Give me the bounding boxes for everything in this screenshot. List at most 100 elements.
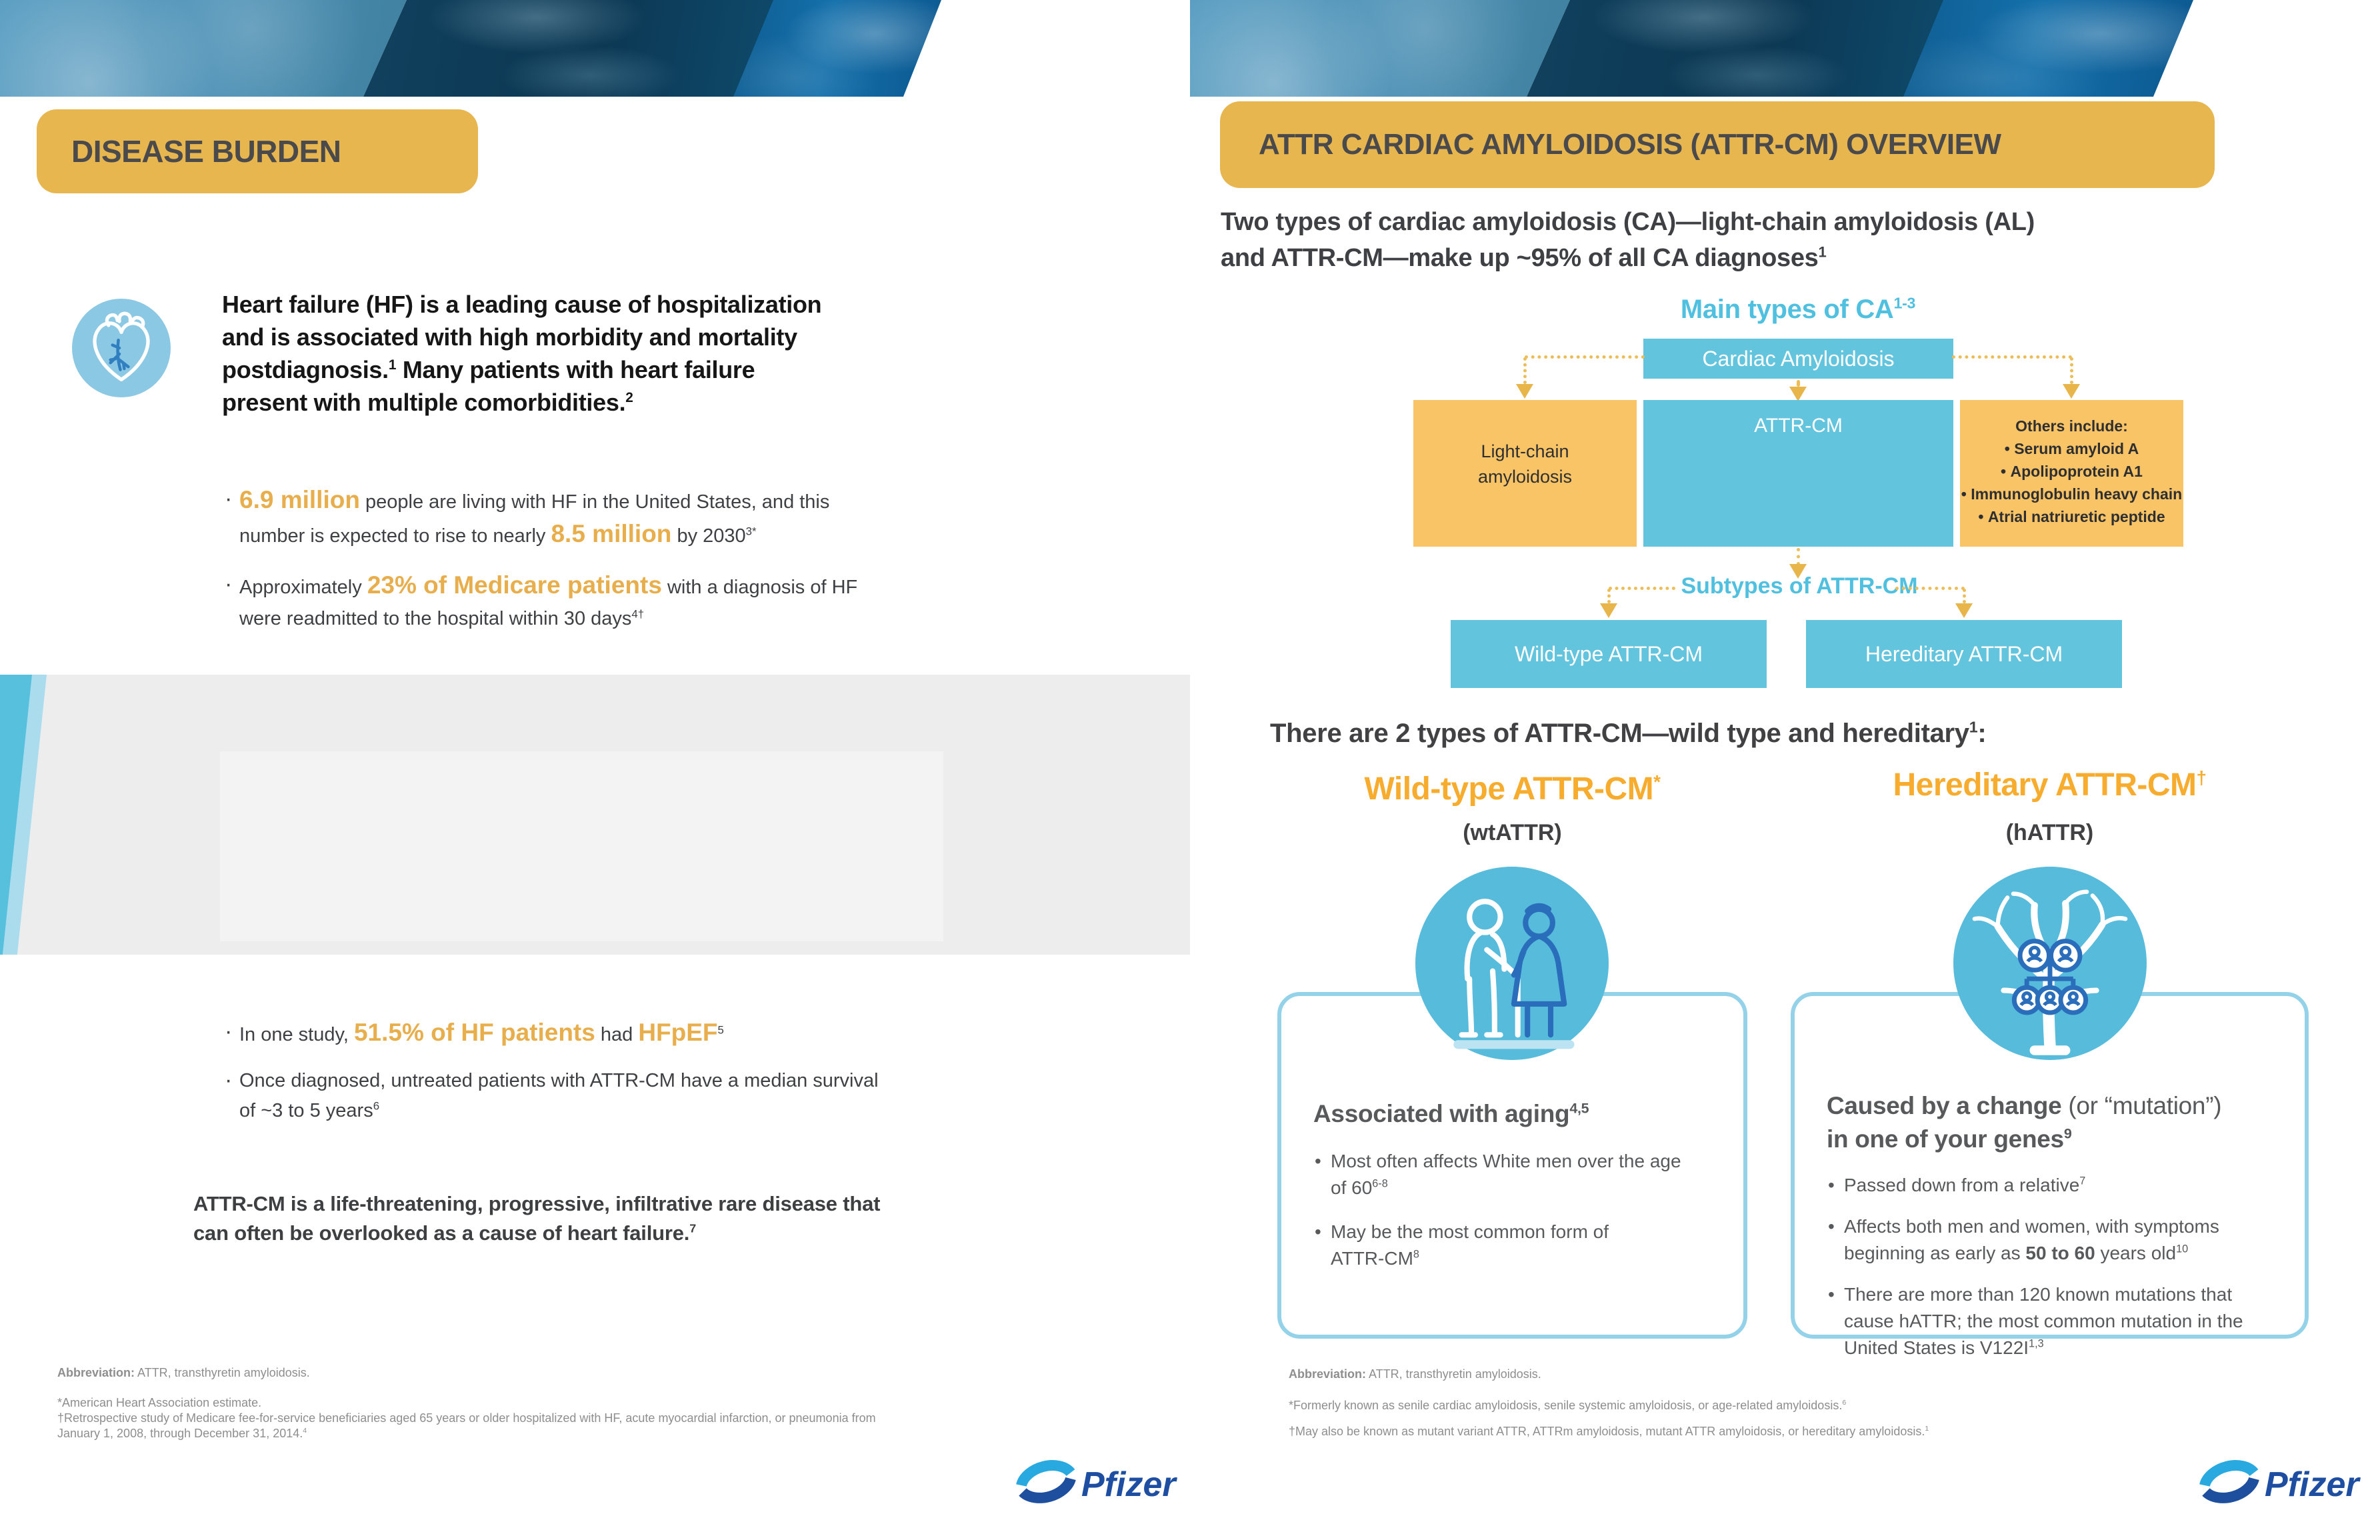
- others-item-immunoglobulin: Immunoglobulin heavy chain: [1960, 483, 2183, 505]
- intro-line-4-text: present with multiple comorbidities.: [222, 389, 626, 416]
- footnote-also-known-text: †May also be known as mutant variant ATT…: [1289, 1425, 1925, 1438]
- stat4-line-1: Once diagnosed, untreated patients with …: [239, 1070, 879, 1091]
- diagram-root-box: Cardiac Amyloidosis: [1643, 339, 1953, 379]
- wildtype-b1-line-2: of 606-8: [1331, 1175, 1717, 1201]
- hereditary-bullet-1: Passed down from a relative7: [1827, 1172, 2281, 1199]
- stat2-text-0: Approximately: [239, 577, 367, 598]
- abbreviation-label: Abbreviation:: [1289, 1367, 1367, 1381]
- ref-3-star: 3*: [745, 525, 757, 538]
- hereditary-heading-bold-2: in one of your genes: [1827, 1125, 2064, 1153]
- wildtype-bullet-1: Most often affects White men over the ag…: [1313, 1148, 1717, 1201]
- subtypes-connector-left: [1609, 587, 1675, 590]
- footnote-medicare-line-2-text: January 1, 2008, through December 31, 20…: [57, 1427, 303, 1440]
- stat-bullet-hfpef: In one study, 51.5% of HF patients had H…: [223, 1017, 1083, 1050]
- pfizer-ribbon-bottom: [1019, 1477, 1076, 1503]
- stat1-line-2: number is expected to rise to nearly 8.5…: [239, 518, 1083, 552]
- banner-photo-dark: [1527, 0, 1947, 97]
- arrow-to-wildtype-box: [1600, 603, 1617, 618]
- ref-1: 1: [1818, 243, 1827, 261]
- hereditary-bullet-2: Affects both men and women, with symptom…: [1827, 1213, 2281, 1267]
- wildtype-b1-line-1: Most often affects White men over the ag…: [1331, 1151, 1681, 1171]
- left-photo-banner: [0, 0, 941, 97]
- ref-6: 6: [373, 1099, 380, 1113]
- elderly-couple-icon: [1415, 867, 1609, 1060]
- banner-photo-dark: [363, 0, 777, 97]
- diagram-title: Main types of CA1-3: [1598, 295, 1998, 325]
- footnote-also-known: †May also be known as mutant variant ATT…: [1289, 1424, 2329, 1439]
- diagram-root-label: Cardiac Amyloidosis: [1702, 347, 1895, 371]
- ref-7: 7: [689, 1221, 696, 1235]
- others-title: Others include:: [2015, 417, 2128, 435]
- ref-1: 1: [1969, 718, 1978, 736]
- ref-1-3: 1-3: [1893, 294, 1916, 312]
- photo-placeholder-band: [0, 675, 1190, 955]
- statement-line-2: can often be overlooked as a cause of he…: [193, 1219, 1060, 1248]
- stat-bullet-hf-prevalence: 6.9 million people are living with HF in…: [223, 483, 1083, 552]
- pfizer-logo-drawing: Pfizer: [2199, 1460, 2361, 1504]
- ref-4-dagger: 4†: [631, 607, 645, 621]
- others-item-atrial-natriuretic: Atrial natriuretic peptide: [1960, 505, 2183, 528]
- intro-line-3-text-b: Many patients with heart failure: [396, 356, 755, 383]
- connector-center-vertical: [1797, 380, 1800, 387]
- stat1-text-3: by 2030: [671, 525, 746, 547]
- banner-photo-light: [1190, 0, 1570, 97]
- subtypes-vertical-right: [1963, 589, 1966, 603]
- pfizer-ribbon-top: [1016, 1460, 1075, 1487]
- others-item-apolipoprotein-a1: Apolipoprotein A1: [1960, 460, 2183, 483]
- hereditary-b2-line-2: beginning as early as 50 to 60 years old…: [1844, 1240, 2281, 1267]
- diagram-lightchain-box: Light-chain amyloidosis: [1413, 400, 1637, 547]
- right-intro-line-2-text: and ATTR-CM—make up ~95% of all CA diagn…: [1221, 244, 1819, 272]
- stat-bullets-top: 6.9 million people are living with HF in…: [223, 483, 1083, 635]
- subtypes-vertical-left: [1607, 589, 1611, 603]
- banner-photo-bright: [733, 0, 941, 97]
- stat-bullet-survival: Once diagnosed, untreated patients with …: [223, 1065, 1083, 1126]
- statement-line-1: ATTR-CM is a life-threatening, progressi…: [193, 1192, 881, 1215]
- family-tree-drawing: [1972, 889, 2128, 1055]
- intro-line-3: postdiagnosis.1 Many patients with heart…: [222, 353, 1075, 386]
- abbreviation-text: ATTR, transthyretin amyloidosis.: [1366, 1367, 1541, 1381]
- wildtype-subtype-label: Wild-type ATTR-CM: [1514, 642, 1703, 666]
- two-types-heading: There are 2 types of ATTR-CM—wild type a…: [1270, 719, 2310, 749]
- diagram-others-box: Others include: Serum amyloid A Apolipop…: [1960, 400, 2183, 547]
- ref-6-8: 6-8: [1372, 1177, 1388, 1190]
- wildtype-b2-line-2-text: ATTR-CM: [1331, 1248, 1413, 1269]
- ref-1: 1: [1925, 1425, 1929, 1433]
- attrcm-label: ATTR-CM: [1754, 415, 1843, 437]
- wildtype-b2-line-1: May be the most common form of: [1331, 1221, 1609, 1242]
- right-page: ATTR CARDIAC AMYLOIDOSIS (ATTR-CM) OVERV…: [1190, 0, 2380, 1540]
- pfizer-ribbon-bottom: [2202, 1477, 2259, 1503]
- ref-7: 7: [2079, 1175, 2086, 1187]
- stat3-line: In one study, 51.5% of HF patients had H…: [239, 1017, 1083, 1050]
- elderly-couple-drawing: [1453, 899, 1575, 1049]
- right-intro-line-2: and ATTR-CM—make up ~95% of all CA diagn…: [1221, 240, 2247, 276]
- abbreviation-line: Abbreviation: ATTR, transthyretin amyloi…: [1289, 1367, 2329, 1382]
- highlight-50-to-60: 50 to 60: [2025, 1243, 2095, 1263]
- stat2-text-2: were readmitted to the hospital within 3…: [239, 608, 632, 629]
- banner-photo-light: [0, 0, 407, 97]
- stat2-line-1: Approximately 23% of Medicare patients w…: [239, 569, 1083, 603]
- footnote-aha: *American Heart Association estimate.: [57, 1396, 262, 1409]
- ref-2: 2: [625, 390, 633, 405]
- wildtype-heading-text: Associated with aging: [1313, 1100, 1570, 1127]
- highlight-23-percent: 23% of Medicare patients: [367, 571, 662, 599]
- arrow-to-hereditary-box: [1955, 603, 1973, 618]
- stat3-text-1: had: [595, 1024, 639, 1045]
- subtypes-connector-right: [1895, 587, 1965, 590]
- hereditary-subtype-box: Hereditary ATTR-CM: [1806, 620, 2122, 688]
- ref-9: 9: [2063, 1125, 2072, 1142]
- diagram-title-text: Main types of CA: [1680, 295, 1894, 324]
- highlight-8-5-million: 8.5 million: [551, 520, 672, 547]
- arrow-to-subtypes-label: [1789, 564, 1807, 579]
- wildtype-card-subtitle: (wtATTR): [1463, 820, 1562, 845]
- intro-line-4: present with multiple comorbidities.2: [222, 386, 1075, 419]
- wildtype-card-heading: Associated with aging4,5: [1313, 1097, 1717, 1131]
- wildtype-card-title-text: Wild-type ATTR-CM: [1364, 771, 1654, 807]
- right-page-title-box: ATTR CARDIAC AMYLOIDOSIS (ATTR-CM) OVERV…: [1220, 101, 2215, 188]
- hereditary-b3-line-3: United States is V122I1,3: [1844, 1335, 2281, 1361]
- intro-line-2: and is associated with high morbidity an…: [222, 323, 797, 351]
- hereditary-b1-text: Passed down from a relative: [1844, 1175, 2080, 1195]
- statement-line-2-text: can often be overlooked as a cause of he…: [193, 1221, 690, 1245]
- hereditary-card-title-text: Hereditary ATTR-CM: [1893, 767, 2197, 803]
- hereditary-card-heading: Caused by a change (or “mutation”) in on…: [1827, 1089, 2281, 1156]
- footnote-medicare-line-2: January 1, 2008, through December 31, 20…: [57, 1426, 1137, 1441]
